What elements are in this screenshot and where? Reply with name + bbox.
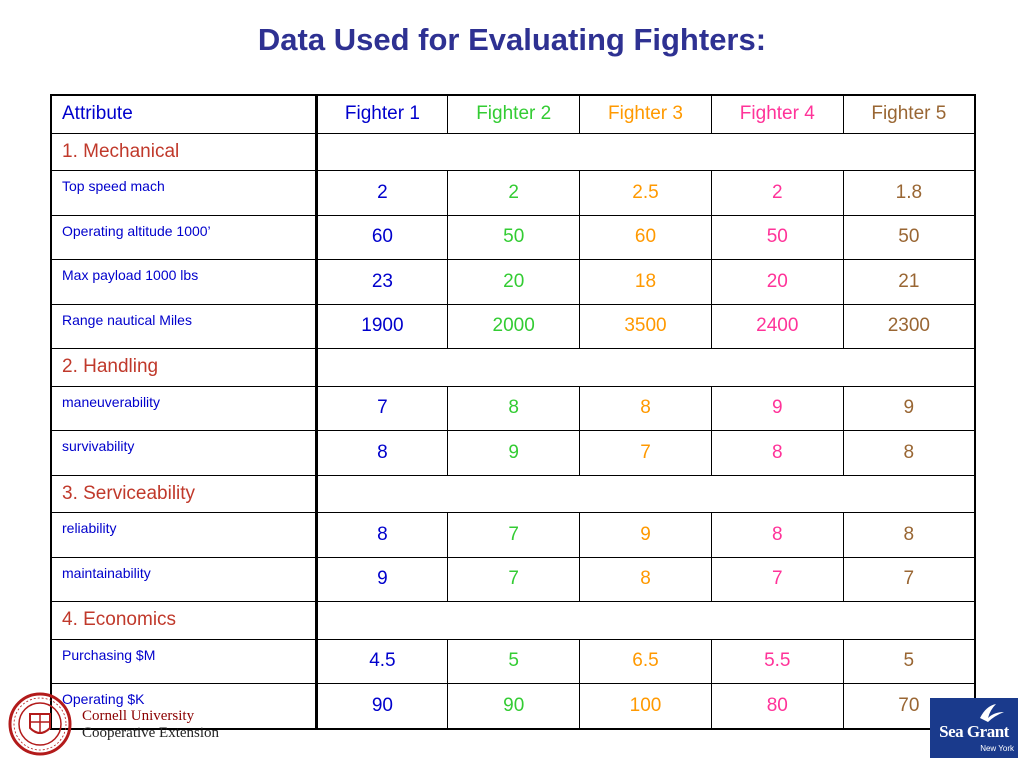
value-cell-fighter-5: 1.8 <box>842 170 976 216</box>
cornell-seal-icon <box>8 692 72 756</box>
section-blank-cell <box>315 601 976 640</box>
value-cell-fighter-3: 6.5 <box>579 638 712 684</box>
header-fighter-3: Fighter 3 <box>579 94 712 134</box>
value-cell-fighter-4: 2 <box>710 170 844 216</box>
section-blank-cell <box>315 348 976 387</box>
value-cell-fighter-4: 7 <box>710 556 844 602</box>
value-cell-fighter-1: 8 <box>315 512 449 558</box>
table-row: Top speed mach 2 2 2.5 2 1.8 <box>50 170 976 216</box>
value-cell-fighter-4: 80 <box>710 683 844 729</box>
attribute-cell: reliability <box>50 512 318 558</box>
fighter-data-table: Attribute Fighter 1 Fighter 2 Fighter 3 … <box>50 94 976 730</box>
section-row: 2. Handling <box>50 348 976 387</box>
section-label: 4. Economics <box>50 601 318 640</box>
value-cell-fighter-4: 9 <box>710 385 844 431</box>
cornell-university-text: Cornell University <box>82 708 195 724</box>
value-cell-fighter-1: 23 <box>315 259 449 305</box>
attribute-cell: Operating $K <box>50 683 318 729</box>
value-cell-fighter-4: 8 <box>710 430 844 476</box>
section-label: 2. Handling <box>50 348 318 387</box>
value-cell-fighter-5: 8 <box>842 512 976 558</box>
attribute-cell: Purchasing $M <box>50 638 318 684</box>
value-cell-fighter-5: 9 <box>842 385 976 431</box>
header-fighter-5: Fighter 5 <box>842 94 976 134</box>
value-cell-fighter-3: 9 <box>579 512 712 558</box>
value-cell-fighter-3: 7 <box>579 430 712 476</box>
value-cell-fighter-2: 2000 <box>447 303 581 349</box>
value-cell-fighter-2: 5 <box>447 638 581 684</box>
table-row: maintainability 9 7 8 7 7 <box>50 556 976 602</box>
value-cell-fighter-3: 2.5 <box>579 170 712 216</box>
value-cell-fighter-2: 90 <box>447 683 581 729</box>
attribute-cell: survivability <box>50 430 318 476</box>
cooperative-extension-text: Cooperative Extension <box>82 725 220 741</box>
page-title: Data Used for Evaluating Fighters: <box>257 22 767 57</box>
table-row: Max payload 1000 lbs 23 20 18 20 21 <box>50 259 976 305</box>
value-cell-fighter-5: 21 <box>842 259 976 305</box>
sea-grant-name: Sea Grant <box>939 722 1009 741</box>
value-cell-fighter-5: 2300 <box>842 303 976 349</box>
value-cell-fighter-3: 18 <box>579 259 712 305</box>
header-fighter-2: Fighter 2 <box>447 94 581 134</box>
value-cell-fighter-3: 3500 <box>579 303 712 349</box>
attribute-cell: Top speed mach <box>50 170 318 216</box>
section-label: 1. Mechanical <box>50 132 318 171</box>
cornell-cooperative-extension-logo: Cornell University Cooperative Extension <box>6 690 246 762</box>
attribute-cell: maintainability <box>50 556 318 602</box>
value-cell-fighter-4: 2400 <box>710 303 844 349</box>
value-cell-fighter-3: 60 <box>579 214 712 260</box>
value-cell-fighter-5: 8 <box>842 430 976 476</box>
attribute-cell: Max payload 1000 lbs <box>50 259 318 305</box>
value-cell-fighter-5: 7 <box>842 556 976 602</box>
value-cell-fighter-2: 2 <box>447 170 581 216</box>
value-cell-fighter-1: 60 <box>315 214 449 260</box>
section-blank-cell <box>315 474 976 513</box>
value-cell-fighter-4: 50 <box>710 214 844 260</box>
section-label: 3. Serviceability <box>50 474 318 513</box>
attribute-cell: Range nautical Miles <box>50 303 318 349</box>
attribute-cell: maneuverability <box>50 385 318 431</box>
value-cell-fighter-1: 7 <box>315 385 449 431</box>
value-cell-fighter-3: 8 <box>579 385 712 431</box>
section-blank-cell <box>315 132 976 171</box>
table-row: Purchasing $M 4.5 5 6.5 5.5 5 <box>50 638 976 684</box>
value-cell-fighter-2: 7 <box>447 556 581 602</box>
header-fighter-1: Fighter 1 <box>315 94 449 134</box>
header-attribute: Attribute <box>50 94 318 134</box>
value-cell-fighter-3: 100 <box>579 683 712 729</box>
value-cell-fighter-2: 8 <box>447 385 581 431</box>
table-row: Operating altitude 1000’ 60 50 60 50 50 <box>50 214 976 260</box>
section-row: 3. Serviceability <box>50 474 976 513</box>
value-cell-fighter-3: 8 <box>579 556 712 602</box>
header-fighter-4: Fighter 4 <box>710 94 844 134</box>
table-row: reliability 8 7 9 8 8 <box>50 512 976 558</box>
value-cell-fighter-5: 5 <box>842 638 976 684</box>
table-row: Range nautical Miles 1900 2000 3500 2400 2300 <box>50 303 976 349</box>
value-cell-fighter-4: 8 <box>710 512 844 558</box>
value-cell-fighter-2: 20 <box>447 259 581 305</box>
value-cell-fighter-2: 9 <box>447 430 581 476</box>
attribute-cell: Operating altitude 1000’ <box>50 214 318 260</box>
sea-grant-logo-icon: Sea Grant New York <box>930 698 1018 758</box>
table-row: Operating $K 90 90 100 80 70 <box>50 683 976 729</box>
seagull-icon <box>980 704 1004 722</box>
table-header-row: Attribute Fighter 1 Fighter 2 Fighter 3 … <box>50 94 976 134</box>
value-cell-fighter-1: 2 <box>315 170 449 216</box>
value-cell-fighter-5: 50 <box>842 214 976 260</box>
value-cell-fighter-1: 1900 <box>315 303 449 349</box>
value-cell-fighter-4: 20 <box>710 259 844 305</box>
value-cell-fighter-1: 4.5 <box>315 638 449 684</box>
value-cell-fighter-4: 5.5 <box>710 638 844 684</box>
value-cell-fighter-2: 7 <box>447 512 581 558</box>
sea-grant-sub: New York <box>980 744 1014 753</box>
value-cell-fighter-1: 8 <box>315 430 449 476</box>
table-row: maneuverability 7 8 8 9 9 <box>50 385 976 431</box>
value-cell-fighter-1: 9 <box>315 556 449 602</box>
value-cell-fighter-1: 90 <box>315 683 449 729</box>
section-row: 1. Mechanical <box>50 132 976 171</box>
section-row: 4. Economics <box>50 601 976 640</box>
table-row: survivability 8 9 7 8 8 <box>50 430 976 476</box>
value-cell-fighter-2: 50 <box>447 214 581 260</box>
